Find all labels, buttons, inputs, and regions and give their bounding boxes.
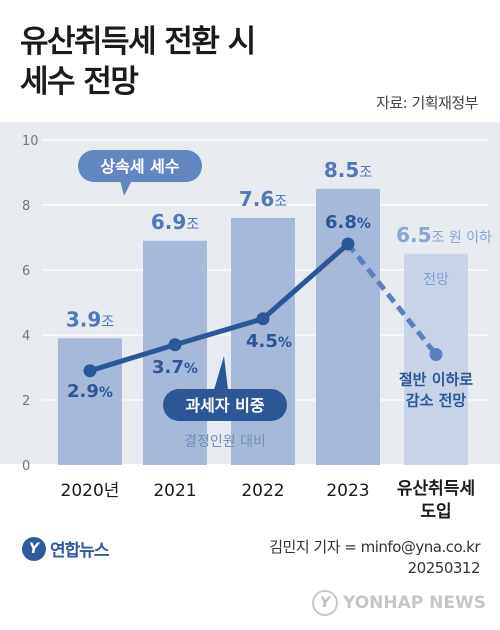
watermark-icon: Y — [312, 590, 339, 616]
y-tick-label: 4 — [22, 329, 30, 344]
bar — [231, 218, 295, 465]
share-value-label: 3.7% — [152, 357, 198, 378]
watermark: Y YONHAP NEWS — [312, 590, 486, 616]
yonhap-logo-icon: Y — [22, 536, 46, 561]
title-line-2: 세수 전망 — [20, 64, 139, 100]
credit-reporter: 김민지 기자 = minfo@yna.co.kr — [269, 538, 480, 556]
bar — [316, 188, 380, 465]
bar-value-label: 8.5조 — [324, 158, 372, 182]
chart-title: 유산취득세 전환 시 세수 전망 — [20, 22, 480, 102]
share-point — [341, 237, 355, 251]
bar-value-label: 6.9조 — [151, 210, 199, 234]
x-category-label: 도입 — [420, 502, 451, 522]
share-projected-note: 감소 전망 — [406, 392, 467, 410]
legend-pill-bars — [78, 150, 202, 182]
share-value-label: 4.5% — [246, 331, 292, 352]
legend-pill-line — [163, 389, 287, 421]
y-tick-label: 6 — [22, 264, 30, 279]
bar-value-label: 6.5조 원 이하 — [396, 223, 492, 247]
source-note: 자료: 기획재정부 — [376, 94, 478, 112]
share-value-label: 6.8% — [325, 212, 371, 233]
bar-value-label: 3.9조 — [66, 307, 114, 331]
legend-subtitle-line: 결정인원 대비 — [184, 434, 266, 450]
share-line — [87, 241, 351, 374]
bar-value-label: 7.6조 — [239, 187, 287, 211]
x-category-label: 2022 — [241, 481, 284, 501]
y-tick-label: 8 — [22, 199, 30, 214]
y-tick-label: 2 — [22, 394, 30, 409]
bar-projected-note: 전망 — [423, 272, 449, 288]
y-tick-label: 0 — [22, 459, 30, 474]
y-tick-label: 10 — [22, 134, 39, 149]
share-value-label: 2.9% — [67, 381, 113, 402]
credit: 김민지 기자 = minfo@yna.co.kr 20250312 — [269, 537, 480, 579]
share-point — [168, 338, 182, 352]
share-line-projected — [346, 242, 438, 357]
x-category-label: 2023 — [326, 481, 369, 501]
title-line-1: 유산취득세 전환 시 — [20, 24, 256, 60]
bar — [58, 338, 122, 465]
x-category-label: 2020년 — [61, 481, 120, 501]
yonhap-logo-text: 연합뉴스 — [50, 541, 110, 561]
yonhap-logo: Y 연합뉴스 — [22, 536, 110, 561]
x-category-label: 2021 — [153, 481, 196, 501]
share-point — [429, 348, 443, 361]
legend-pointer-line — [214, 356, 228, 390]
x-category-label: 유산취득세 — [397, 478, 475, 499]
credit-date: 20250312 — [407, 559, 481, 577]
share-point — [256, 312, 270, 326]
legend-label-line: 과세자 비중 — [185, 396, 264, 415]
share-projected-note: 절반 이하로 — [399, 371, 473, 389]
share-point — [83, 364, 97, 378]
legend-pointer-bars — [120, 180, 132, 196]
watermark-text: YONHAP NEWS — [343, 593, 486, 613]
legend-label-bars: 상속세 세수 — [100, 157, 179, 176]
